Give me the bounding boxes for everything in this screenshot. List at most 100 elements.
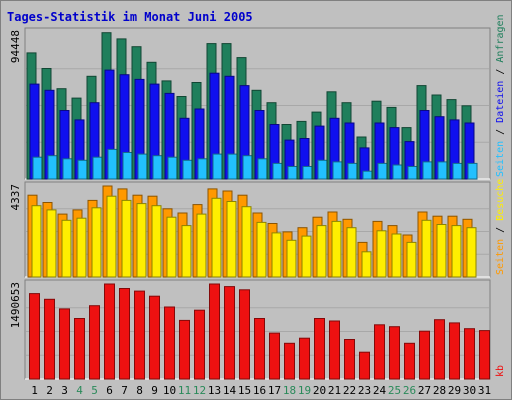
- bar-visits-besuche-day-15: [241, 206, 252, 278]
- day-label-21: 21: [328, 384, 341, 397]
- bar-kb-kb-day-6: [104, 283, 115, 380]
- bar-kb-kb-day-28: [434, 319, 445, 380]
- panel-visits-max-label: 4337: [9, 184, 22, 211]
- bar-visits-besuche-day-29: [451, 225, 462, 278]
- day-label-27: 27: [418, 384, 431, 397]
- bar-visits-besuche-day-26: [406, 241, 417, 278]
- bar-visits-besuche-day-4: [76, 217, 87, 278]
- bar-visits-besuche-day-20: [316, 225, 327, 278]
- bar-kb-kb-day-31: [479, 330, 490, 380]
- bar-requests-seiten-day-28: [437, 161, 448, 180]
- bar-requests-seiten-day-8: [137, 153, 148, 180]
- day-label-19: 19: [298, 384, 311, 397]
- bar-kb-kb-day-16: [254, 318, 265, 380]
- bar-kb-kb-day-25: [389, 326, 400, 380]
- day-label-11: 11: [178, 384, 191, 397]
- day-label-29: 29: [448, 384, 461, 397]
- bar-kb-kb-day-23: [359, 351, 370, 380]
- bar-kb-kb-day-20: [314, 318, 325, 380]
- bar-visits-besuche-day-23: [361, 251, 372, 278]
- bar-requests-seiten-day-12: [197, 158, 208, 180]
- bar-visits-besuche-day-13: [211, 197, 222, 278]
- panel-kb-legend: kb: [495, 365, 506, 377]
- panel-requests-max-label: 94448: [9, 30, 22, 63]
- legend-label: /: [495, 123, 506, 141]
- bar-kb-kb-day-14: [224, 286, 235, 380]
- bar-requests-seiten-day-13: [212, 153, 223, 180]
- bar-requests-seiten-day-27: [422, 161, 433, 180]
- legend-label: Anfragen: [495, 14, 506, 62]
- bar-kb-kb-day-1: [29, 293, 40, 380]
- day-label-30: 30: [463, 384, 476, 397]
- bar-requests-seiten-day-2: [47, 155, 58, 180]
- bar-requests-seiten-day-23: [362, 170, 373, 180]
- bar-kb-kb-day-3: [59, 308, 70, 380]
- bar-visits-besuche-day-22: [346, 227, 357, 278]
- bar-requests-seiten-day-22: [347, 162, 358, 180]
- bar-requests-seiten-day-17: [272, 162, 283, 180]
- bar-visits-besuche-day-7: [121, 199, 132, 278]
- legend-label: Seiten: [495, 141, 506, 177]
- bar-kb-kb-day-5: [89, 305, 100, 380]
- bar-kb-kb-day-19: [299, 337, 310, 380]
- legend-label: Dateien: [495, 81, 506, 123]
- bar-requests-seiten-day-25: [392, 164, 403, 180]
- bar-requests-seiten-day-29: [452, 162, 463, 180]
- day-label-6: 6: [106, 384, 113, 397]
- bar-requests-seiten-day-14: [227, 153, 238, 180]
- bar-visits-besuche-day-12: [196, 213, 207, 278]
- bar-requests-seiten-day-18: [287, 166, 298, 180]
- bar-kb-kb-day-29: [449, 322, 460, 380]
- legend-label: Seiten: [495, 239, 506, 275]
- bar-kb-kb-day-13: [209, 283, 220, 380]
- bar-visits-besuche-day-14: [226, 201, 237, 278]
- bar-requests-seiten-day-1: [32, 156, 43, 180]
- day-label-4: 4: [76, 384, 83, 397]
- bar-requests-seiten-day-16: [257, 158, 268, 180]
- bar-visits-besuche-day-17: [271, 232, 282, 278]
- bar-visits-besuche-day-18: [286, 239, 297, 278]
- bar-requests-seiten-day-26: [407, 166, 418, 180]
- bar-kb-kb-day-30: [464, 328, 475, 380]
- bar-kb-kb-day-26: [404, 342, 415, 380]
- day-label-7: 7: [121, 384, 128, 397]
- day-label-12: 12: [193, 384, 206, 397]
- day-label-14: 14: [223, 384, 237, 397]
- bar-kb-kb-day-11: [179, 319, 190, 380]
- bar-kb-kb-day-2: [44, 298, 55, 380]
- bar-visits-besuche-day-2: [46, 209, 57, 278]
- day-label-13: 13: [208, 384, 221, 397]
- bar-kb-kb-day-22: [344, 339, 355, 380]
- bar-kb-kb-day-15: [239, 289, 250, 380]
- bar-visits-besuche-day-1: [31, 205, 42, 278]
- bar-requests-seiten-day-9: [152, 155, 163, 180]
- bar-kb-kb-day-27: [419, 330, 430, 380]
- day-label-16: 16: [253, 384, 266, 397]
- legend-label: Besuche: [495, 179, 506, 221]
- day-label-15: 15: [238, 384, 251, 397]
- bar-kb-kb-day-17: [269, 332, 280, 380]
- bar-kb-kb-day-12: [194, 309, 205, 380]
- bar-visits-besuche-day-25: [391, 233, 402, 278]
- bar-requests-seiten-day-20: [317, 159, 328, 180]
- bar-requests-seiten-day-6: [107, 148, 118, 180]
- day-label-3: 3: [61, 384, 68, 397]
- panel-kb-max-label: 1490653: [9, 282, 22, 328]
- bar-requests-seiten-day-24: [377, 162, 388, 180]
- bar-visits-besuche-day-16: [256, 221, 267, 278]
- bar-visits-besuche-day-21: [331, 220, 342, 278]
- day-label-10: 10: [163, 384, 176, 397]
- day-label-1: 1: [31, 384, 38, 397]
- legend-label: /: [495, 63, 506, 81]
- bar-kb-kb-day-4: [74, 318, 85, 380]
- bar-kb-kb-day-18: [284, 342, 295, 380]
- bar-visits-besuche-day-27: [421, 219, 432, 278]
- bar-requests-seiten-day-15: [242, 155, 253, 180]
- chart-title: Tages-Statistik im Monat Juni 2005: [7, 10, 253, 24]
- bar-requests-seiten-day-30: [467, 162, 478, 180]
- panel-visits-legend: Seiten / Besuche: [495, 179, 506, 275]
- day-label-31: 31: [478, 384, 491, 397]
- bar-visits-besuche-day-9: [151, 205, 162, 278]
- bar-requests-seiten-day-11: [182, 159, 193, 180]
